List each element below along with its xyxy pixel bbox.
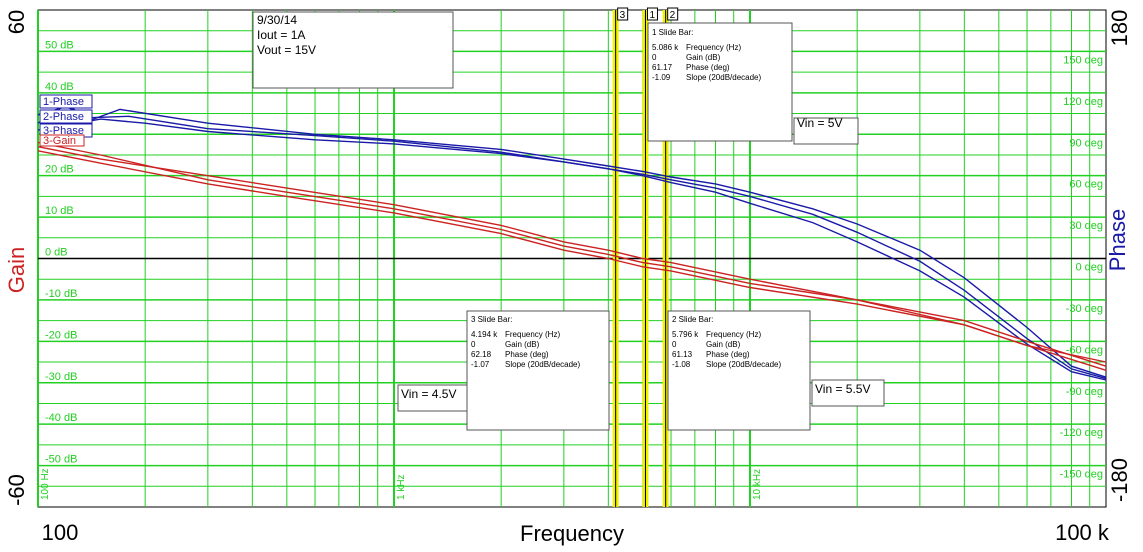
y-left-min: -60 (4, 474, 29, 506)
cursor-tag-3[interactable] (617, 7, 629, 21)
legend-3-gain: 3-Gain (43, 135, 76, 147)
vin-5-text: Vin = 5V (797, 116, 842, 130)
sb1-title: 1 Slide Bar: (652, 28, 693, 37)
cursor-tag-1[interactable] (646, 7, 658, 21)
sb3-l3: Slope (20dB/decade) (505, 360, 581, 369)
y-left-tick-label: -20 dB (45, 329, 77, 341)
info-box: 9/30/14 Iout = 1A Vout = 15V (252, 11, 454, 89)
y-left-tick-label: 40 dB (45, 81, 74, 93)
sb1-l1: Gain (dB) (686, 53, 721, 62)
vin-5-note: Vin = 5V (793, 116, 859, 145)
y-right-tick-label: 60 deg (1069, 179, 1103, 191)
y-left-max: 60 (4, 10, 29, 34)
vin-45-text: Vin = 4.5V (401, 387, 457, 401)
vin-45-note: Vin = 4.5V (397, 384, 469, 412)
sb1-l0: Frequency (Hz) (686, 43, 741, 52)
sb3-l0: Frequency (Hz) (505, 330, 560, 339)
y-right-tick-label: 0 deg (1075, 262, 1103, 274)
slide-bar-box-2: 2 Slide Bar: 5.796 k Frequency (Hz) 0 Ga… (667, 310, 811, 431)
legend-2-phase: 2-Phase (43, 111, 84, 123)
y-left-tick-label: 50 dB (45, 39, 74, 51)
sb3-title: 3 Slide Bar: (471, 315, 512, 324)
cursor-tag-label: 3 (620, 10, 626, 21)
sb2-l3: Slope (20dB/decade) (706, 360, 782, 369)
legend-1-phase: 1-Phase (43, 96, 84, 108)
y-right-title: Phase (1105, 209, 1130, 271)
y-right-tick-label: 30 deg (1069, 220, 1103, 232)
sb2-l1: Gain (dB) (706, 340, 741, 349)
sb3-v2: 62.18 (471, 350, 492, 359)
sb2-l2: Phase (deg) (706, 350, 750, 359)
y-right-tick-label: -90 deg (1066, 386, 1103, 398)
series-gain-3 (37, 150, 1107, 371)
sb1-v1: 0 (652, 53, 657, 62)
sb3-v1: 0 (471, 340, 476, 349)
cursor-tag-label: 1 (649, 10, 655, 21)
x-min-label: 100 (42, 520, 79, 545)
series-2-Phase (37, 103, 1107, 378)
legend-4-box (39, 134, 85, 147)
y-right-tick-label: -150 deg (1060, 469, 1103, 481)
sb1-v2: 61.17 (652, 63, 673, 72)
sb3-l1: Gain (dB) (505, 340, 540, 349)
x-inner-label: 1 kHz (396, 474, 407, 500)
series-3-Phase (37, 118, 1107, 381)
y-right-tick-label: -30 deg (1066, 303, 1103, 315)
sb3-l2: Phase (deg) (505, 350, 549, 359)
y-left-tick-label: -50 dB (45, 454, 77, 466)
sb1-v0: 5.086 k (652, 43, 679, 52)
vin-55-note: Vin = 5.5V (811, 379, 885, 407)
y-right-tick-label: 90 deg (1069, 137, 1103, 149)
y-right-max: 180 (1107, 10, 1132, 47)
series-3-Gain (37, 141, 1107, 363)
sb1-l2: Phase (deg) (686, 63, 730, 72)
y-left-title: Gain (4, 247, 29, 293)
x-max-label: 100 k (1055, 520, 1110, 545)
cursor-tag-2[interactable] (667, 7, 679, 21)
y-right-tick-label: 150 deg (1063, 54, 1103, 66)
slide-bar-box-1: 1 Slide Bar: 5.086 k Frequency (Hz) 0 Ga… (647, 22, 793, 142)
series-gain-2 (37, 146, 1107, 367)
y-left-tick-label: -40 dB (45, 412, 77, 424)
y-left-tick-label: 10 dB (45, 205, 74, 217)
x-inner-label: 10 kHz (752, 469, 763, 500)
sb1-l3: Slope (20dB/decade) (686, 73, 762, 82)
legend-2-box (39, 109, 93, 124)
y-left-tick-label: -10 dB (45, 288, 77, 300)
legend-1-box (39, 94, 93, 109)
sb2-l0: Frequency (Hz) (706, 330, 761, 339)
cursor-tag-label: 2 (670, 10, 676, 21)
x-title: Frequency (520, 521, 624, 546)
y-right-min: -180 (1107, 458, 1132, 502)
vin-55-text: Vin = 5.5V (815, 382, 871, 396)
series-1-Phase (37, 105, 1107, 380)
sb2-title: 2 Slide Bar: (672, 315, 713, 324)
sb2-v3: -1.08 (672, 360, 691, 369)
axis-inner-labels: 100 Hz 1 kHz 10 kHz (40, 468, 763, 500)
sb2-v1: 0 (672, 340, 677, 349)
y-right-tick-label: 120 deg (1063, 96, 1103, 108)
info-vout: Vout = 15V (257, 43, 316, 57)
slide-bar-box-3: 3 Slide Bar: 4.194 k Frequency (Hz) 0 Ga… (466, 310, 610, 431)
y-left-tick-label: 0 dB (45, 247, 68, 259)
y-left-tick-label: -30 dB (45, 371, 77, 383)
y-left-tick-label: 20 dB (45, 164, 74, 176)
curves (37, 103, 1107, 381)
info-date: 9/30/14 (257, 13, 297, 27)
sb2-v0: 5.796 k (672, 330, 699, 339)
sb3-v3: -1.07 (471, 360, 490, 369)
sb1-v3: -1.09 (652, 73, 671, 82)
legend: 1-Phase 2-Phase 3-Phase 3-Gain (39, 94, 93, 147)
x-inner-label: 100 Hz (40, 468, 51, 500)
sb3-v0: 4.194 k (471, 330, 498, 339)
y-right-tick-label: -60 deg (1066, 344, 1103, 356)
sb2-v2: 61.13 (672, 350, 693, 359)
info-iout: Iout = 1A (257, 28, 305, 42)
y-right-tick-label: -120 deg (1060, 427, 1103, 439)
legend-3-phase: 3-Phase (43, 125, 84, 137)
